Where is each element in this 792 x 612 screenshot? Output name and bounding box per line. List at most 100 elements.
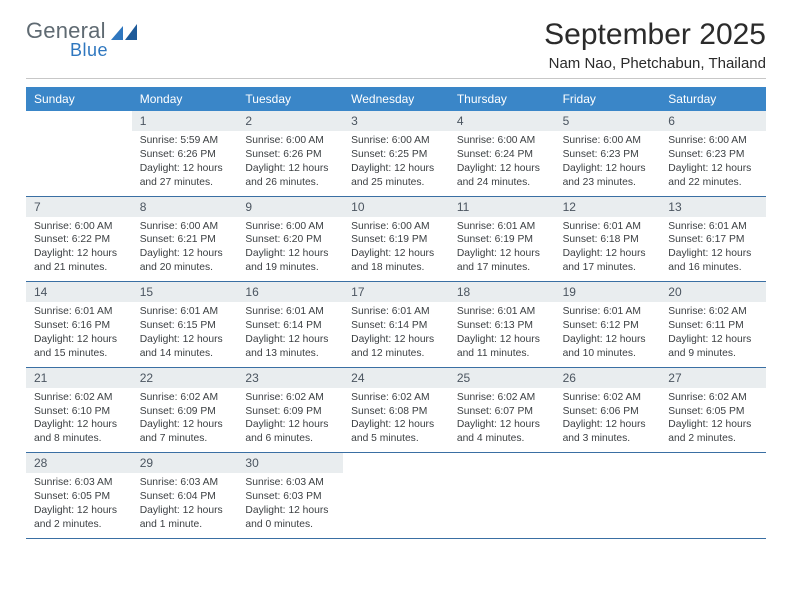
sunrise-text: Sunrise: 6:01 AM [457,305,547,319]
day-number: 18 [449,282,555,302]
day-number: 4 [449,111,555,131]
daylight-text: Daylight: 12 hours and 19 minutes. [245,247,335,275]
sunrise-text: Sunrise: 6:01 AM [563,220,653,234]
sunset-text: Sunset: 6:15 PM [140,319,230,333]
day-number: 9 [237,197,343,217]
day-number: 15 [132,282,238,302]
day-number: 21 [26,368,132,388]
sunrise-text: Sunrise: 6:02 AM [668,305,758,319]
top-bar: General Blue September 2025 Nam Nao, Phe… [26,18,766,72]
daylight-text: Daylight: 12 hours and 16 minutes. [668,247,758,275]
sunrise-text: Sunrise: 6:00 AM [668,134,758,148]
weekday-label: Sunday [26,87,132,111]
sunrise-text: Sunrise: 6:02 AM [140,391,230,405]
brand-word-2: Blue [70,40,108,61]
day-details: Sunrise: 6:02 AMSunset: 6:11 PMDaylight:… [660,302,766,361]
sunset-text: Sunset: 6:04 PM [140,490,230,504]
location-text: Nam Nao, Phetchabun, Thailand [544,55,766,72]
sunset-text: Sunset: 6:03 PM [245,490,335,504]
calendar-day-cell: 20Sunrise: 6:02 AMSunset: 6:11 PMDayligh… [660,282,766,367]
calendar-day-cell: 16Sunrise: 6:01 AMSunset: 6:14 PMDayligh… [237,282,343,367]
sunset-text: Sunset: 6:05 PM [34,490,124,504]
calendar-day-cell: 27Sunrise: 6:02 AMSunset: 6:05 PMDayligh… [660,368,766,453]
sunset-text: Sunset: 6:11 PM [668,319,758,333]
day-details: Sunrise: 6:01 AMSunset: 6:16 PMDaylight:… [26,302,132,361]
daylight-text: Daylight: 12 hours and 27 minutes. [140,162,230,190]
sunrise-text: Sunrise: 6:00 AM [140,220,230,234]
weekday-label: Friday [555,87,661,111]
sunrise-text: Sunrise: 6:03 AM [34,476,124,490]
daylight-text: Daylight: 12 hours and 11 minutes. [457,333,547,361]
daylight-text: Daylight: 12 hours and 4 minutes. [457,418,547,446]
calendar-day-cell: 11Sunrise: 6:01 AMSunset: 6:19 PMDayligh… [449,197,555,282]
daylight-text: Daylight: 12 hours and 0 minutes. [245,504,335,532]
daylight-text: Daylight: 12 hours and 23 minutes. [563,162,653,190]
calendar-day-cell: 6Sunrise: 6:00 AMSunset: 6:23 PMDaylight… [660,111,766,196]
calendar-day-cell: 21Sunrise: 6:02 AMSunset: 6:10 PMDayligh… [26,368,132,453]
day-number: 25 [449,368,555,388]
daylight-text: Daylight: 12 hours and 22 minutes. [668,162,758,190]
day-number: 29 [132,453,238,473]
sunset-text: Sunset: 6:22 PM [34,233,124,247]
day-details: Sunrise: 6:02 AMSunset: 6:05 PMDaylight:… [660,388,766,447]
day-details: Sunrise: 6:03 AMSunset: 6:04 PMDaylight:… [132,473,238,532]
brand-logo: General Blue [26,18,137,61]
sunset-text: Sunset: 6:19 PM [351,233,441,247]
calendar-week-row: 28Sunrise: 6:03 AMSunset: 6:05 PMDayligh… [26,453,766,539]
day-number: 26 [555,368,661,388]
sunrise-text: Sunrise: 6:00 AM [563,134,653,148]
sunset-text: Sunset: 6:17 PM [668,233,758,247]
day-number: 30 [237,453,343,473]
calendar-day-cell [449,453,555,538]
day-details: Sunrise: 6:01 AMSunset: 6:17 PMDaylight:… [660,217,766,276]
day-number: 24 [343,368,449,388]
sunrise-text: Sunrise: 6:02 AM [668,391,758,405]
day-details: Sunrise: 6:00 AMSunset: 6:23 PMDaylight:… [555,131,661,190]
calendar-day-cell: 10Sunrise: 6:00 AMSunset: 6:19 PMDayligh… [343,197,449,282]
day-number: 19 [555,282,661,302]
sunset-text: Sunset: 6:13 PM [457,319,547,333]
calendar-day-cell [660,453,766,538]
sunset-text: Sunset: 6:26 PM [245,148,335,162]
header-divider [26,78,766,79]
daylight-text: Daylight: 12 hours and 7 minutes. [140,418,230,446]
day-details: Sunrise: 6:00 AMSunset: 6:24 PMDaylight:… [449,131,555,190]
sunset-text: Sunset: 6:05 PM [668,405,758,419]
calendar-day-cell: 28Sunrise: 6:03 AMSunset: 6:05 PMDayligh… [26,453,132,538]
weekday-header-row: Sunday Monday Tuesday Wednesday Thursday… [26,87,766,111]
header-right: September 2025 Nam Nao, Phetchabun, Thai… [544,18,766,72]
day-details: Sunrise: 6:00 AMSunset: 6:23 PMDaylight:… [660,131,766,190]
sunset-text: Sunset: 6:16 PM [34,319,124,333]
day-number: 16 [237,282,343,302]
sunset-text: Sunset: 6:26 PM [140,148,230,162]
sunrise-text: Sunrise: 6:00 AM [34,220,124,234]
calendar-day-cell: 29Sunrise: 6:03 AMSunset: 6:04 PMDayligh… [132,453,238,538]
calendar-day-cell: 2Sunrise: 6:00 AMSunset: 6:26 PMDaylight… [237,111,343,196]
calendar-day-cell: 12Sunrise: 6:01 AMSunset: 6:18 PMDayligh… [555,197,661,282]
sunset-text: Sunset: 6:14 PM [245,319,335,333]
daylight-text: Daylight: 12 hours and 20 minutes. [140,247,230,275]
daylight-text: Daylight: 12 hours and 8 minutes. [34,418,124,446]
sunset-text: Sunset: 6:23 PM [563,148,653,162]
sunset-text: Sunset: 6:19 PM [457,233,547,247]
calendar-day-cell: 1Sunrise: 5:59 AMSunset: 6:26 PMDaylight… [132,111,238,196]
sunset-text: Sunset: 6:14 PM [351,319,441,333]
daylight-text: Daylight: 12 hours and 21 minutes. [34,247,124,275]
calendar-day-cell: 25Sunrise: 6:02 AMSunset: 6:07 PMDayligh… [449,368,555,453]
sunrise-text: Sunrise: 6:01 AM [34,305,124,319]
day-details: Sunrise: 5:59 AMSunset: 6:26 PMDaylight:… [132,131,238,190]
daylight-text: Daylight: 12 hours and 10 minutes. [563,333,653,361]
day-details: Sunrise: 6:00 AMSunset: 6:22 PMDaylight:… [26,217,132,276]
sunset-text: Sunset: 6:23 PM [668,148,758,162]
calendar-day-cell: 15Sunrise: 6:01 AMSunset: 6:15 PMDayligh… [132,282,238,367]
weekday-label: Saturday [660,87,766,111]
day-details: Sunrise: 6:01 AMSunset: 6:15 PMDaylight:… [132,302,238,361]
day-details: Sunrise: 6:01 AMSunset: 6:12 PMDaylight:… [555,302,661,361]
day-details: Sunrise: 6:02 AMSunset: 6:10 PMDaylight:… [26,388,132,447]
day-details: Sunrise: 6:03 AMSunset: 6:05 PMDaylight:… [26,473,132,532]
daylight-text: Daylight: 12 hours and 17 minutes. [457,247,547,275]
calendar-day-cell: 7Sunrise: 6:00 AMSunset: 6:22 PMDaylight… [26,197,132,282]
brand-text-wrap: General Blue [26,18,108,61]
sunrise-text: Sunrise: 6:01 AM [457,220,547,234]
day-details: Sunrise: 6:01 AMSunset: 6:18 PMDaylight:… [555,217,661,276]
